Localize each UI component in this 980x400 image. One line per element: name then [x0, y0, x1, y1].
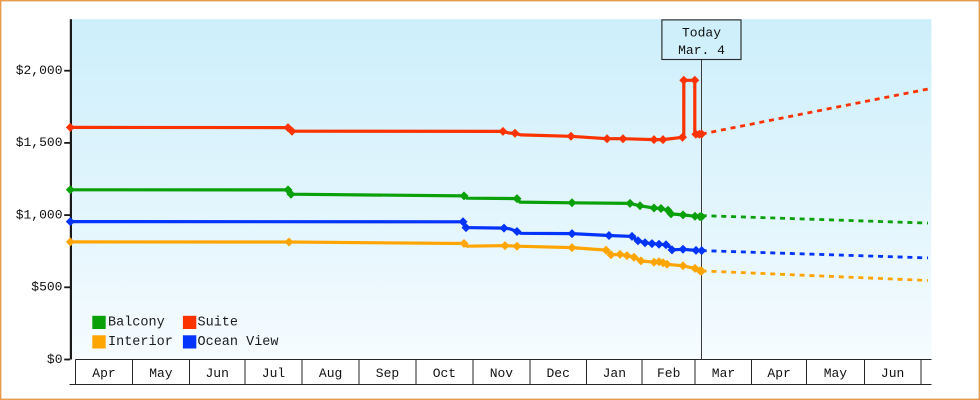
svg-text:Apr: Apr [92, 366, 115, 381]
svg-text:$1,000: $1,000 [16, 207, 63, 222]
svg-text:Jun: Jun [205, 366, 228, 381]
svg-text:Suite: Suite [198, 316, 239, 331]
svg-text:Oct: Oct [433, 366, 456, 381]
svg-text:Mar. 4: Mar. 4 [678, 43, 725, 58]
svg-text:Jul: Jul [262, 366, 286, 381]
svg-text:Sep: Sep [376, 366, 399, 381]
svg-text:$500: $500 [31, 280, 62, 295]
svg-text:Aug: Aug [319, 366, 342, 381]
svg-text:Today: Today [682, 25, 721, 40]
svg-text:$1,500: $1,500 [16, 135, 63, 150]
svg-text:May: May [149, 366, 173, 381]
svg-text:Nov: Nov [490, 366, 514, 381]
svg-text:Balcony: Balcony [108, 316, 165, 331]
svg-text:Ocean View: Ocean View [198, 335, 279, 350]
svg-text:May: May [824, 366, 848, 381]
svg-text:Jun: Jun [881, 366, 904, 381]
svg-text:$0: $0 [47, 352, 63, 367]
svg-text:Apr: Apr [767, 366, 790, 381]
svg-text:Interior: Interior [108, 335, 173, 350]
svg-text:Mar: Mar [712, 366, 735, 381]
svg-text:$2,000: $2,000 [16, 63, 63, 78]
svg-text:Dec: Dec [546, 366, 569, 381]
svg-text:Feb: Feb [657, 366, 680, 381]
svg-text:Jan: Jan [603, 366, 626, 381]
